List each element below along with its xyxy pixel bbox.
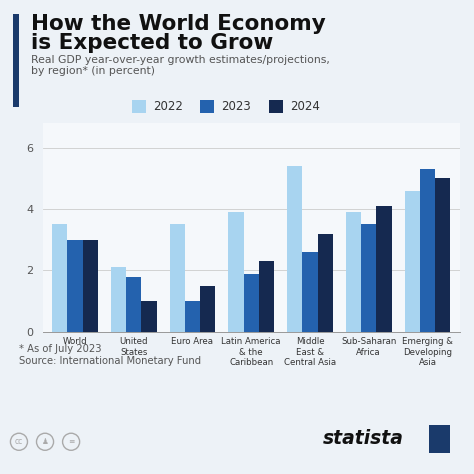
Bar [302, 252, 318, 332]
Bar [376, 206, 392, 332]
Text: cc: cc [15, 438, 23, 446]
Bar [435, 178, 450, 332]
Bar [259, 261, 274, 332]
Text: How the World Economy: How the World Economy [31, 14, 326, 34]
Text: Source: International Monetary Fund: Source: International Monetary Fund [19, 356, 201, 366]
Bar [361, 225, 376, 332]
Text: ◥: ◥ [435, 434, 444, 447]
Bar [126, 277, 141, 332]
Bar [244, 273, 259, 332]
Bar [200, 286, 215, 332]
Text: 2022: 2022 [153, 100, 183, 113]
Text: 2024: 2024 [290, 100, 320, 113]
Bar [228, 212, 244, 332]
Text: ≡: ≡ [68, 438, 74, 446]
Bar [67, 240, 82, 332]
Text: * As of July 2023: * As of July 2023 [19, 344, 101, 354]
Bar [185, 301, 200, 332]
Text: is Expected to Grow: is Expected to Grow [31, 33, 273, 53]
Bar [420, 169, 435, 332]
Bar [287, 166, 302, 332]
Bar [141, 301, 156, 332]
Bar [111, 267, 126, 332]
Text: Real GDP year-over-year growth estimates/projections,: Real GDP year-over-year growth estimates… [31, 55, 330, 64]
Text: 2023: 2023 [221, 100, 251, 113]
Bar [346, 212, 361, 332]
Bar [170, 225, 185, 332]
Text: ♟: ♟ [42, 438, 48, 446]
Text: by region* (in percent): by region* (in percent) [31, 66, 155, 76]
Bar [404, 191, 420, 332]
Text: statista: statista [322, 429, 403, 448]
Bar [52, 225, 67, 332]
Bar [318, 234, 333, 332]
Bar [82, 240, 98, 332]
